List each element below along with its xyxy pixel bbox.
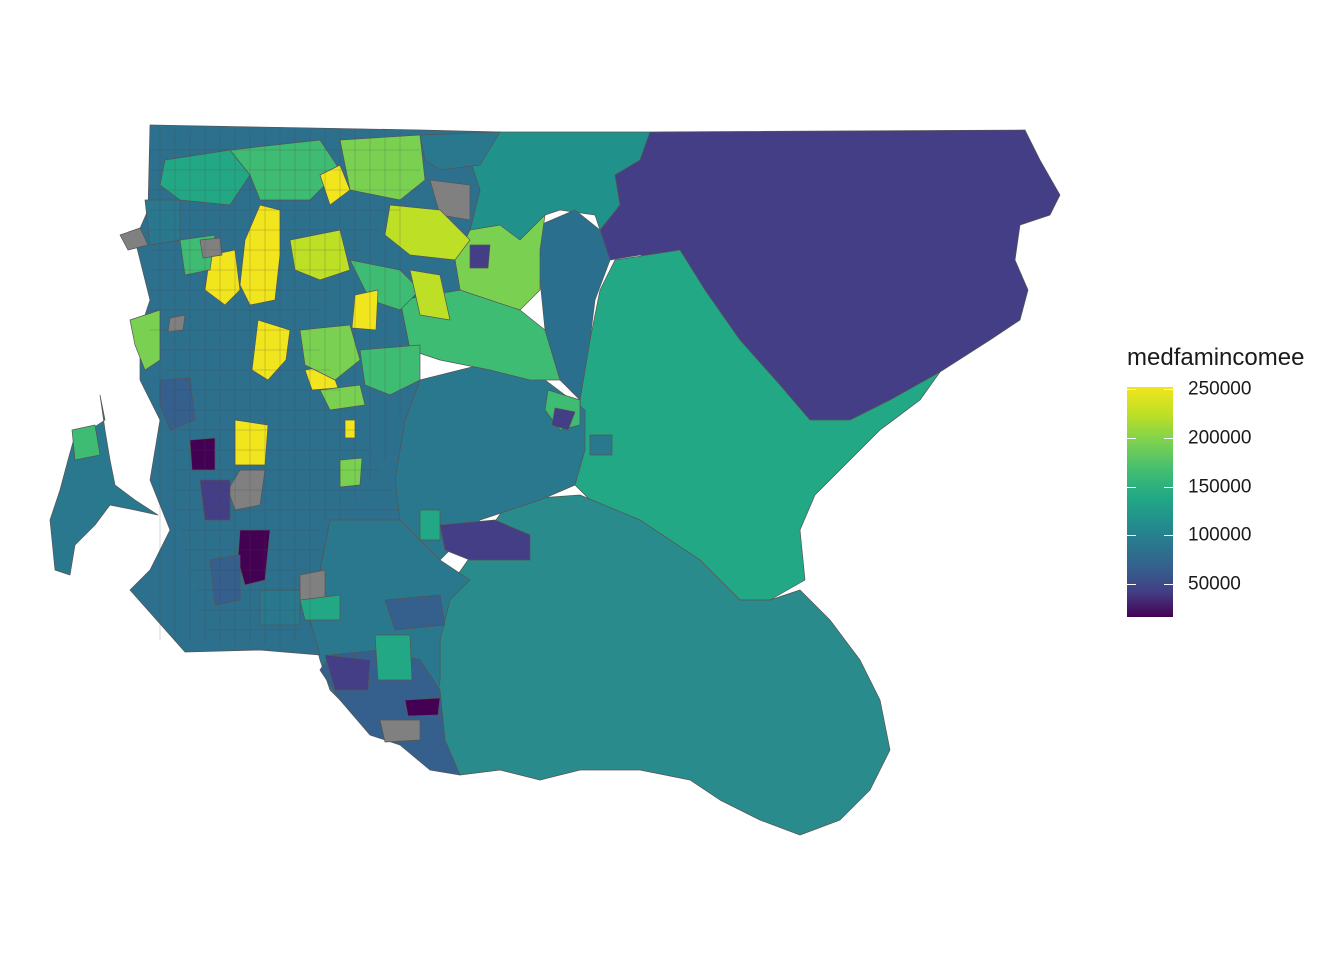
legend-tick-right [1164,486,1173,488]
region-southeast [429,494,891,836]
legend-tick-right [1164,535,1173,537]
legend-tick-label: 150000 [1188,476,1252,497]
legend-tick-left [1127,389,1136,390]
legend-tick-label: 250000 [1188,378,1252,400]
legend-tick-left [1127,584,1136,585]
legend-tick-label: 100000 [1188,524,1252,546]
region-island-north [71,424,101,461]
legend-tick-right [1164,437,1173,439]
region-island [49,394,159,576]
legend-tick-label: 50000 [1188,573,1241,595]
legend-tick-left [1127,535,1136,537]
legend-title: medfamincomee [1127,344,1305,371]
legend-tick-left [1127,486,1136,488]
legend-colorbar [1127,387,1173,617]
legend-tick-right [1164,584,1173,585]
legend-tick-left [1127,437,1136,439]
legend-tick-right [1164,389,1173,390]
legend-tick-label: 200000 [1188,427,1252,449]
